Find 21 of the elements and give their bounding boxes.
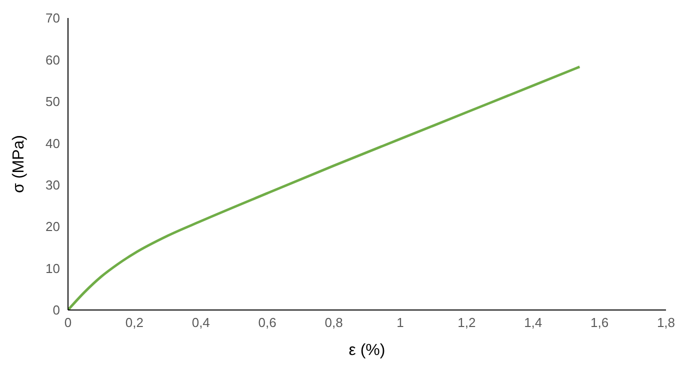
y-axis-title: σ (MPa) (10, 135, 28, 193)
y-tick-label: 60 (46, 52, 60, 68)
y-tick-label: 70 (46, 10, 60, 26)
y-tick-label: 20 (46, 219, 60, 234)
y-tick-label: 0 (52, 302, 60, 318)
x-tick-label: 1,4 (524, 315, 542, 330)
x-tick-label: 1,2 (458, 315, 476, 330)
x-tick-label: 0,2 (125, 315, 144, 330)
x-tick-label: 1 (396, 315, 404, 330)
y-tick-label: 40 (46, 136, 60, 151)
x-tick-label: 0 (64, 315, 72, 330)
line-series (68, 66, 581, 310)
x-axis-title: ε (%) (348, 342, 386, 359)
y-tick-label: 30 (46, 177, 60, 192)
x-tick-label: 1,6 (590, 315, 609, 330)
x-tick-label: 0,8 (324, 315, 343, 330)
y-tick-label: 10 (46, 260, 60, 276)
x-tick-label: 0,4 (192, 315, 210, 330)
y-tick-label: 50 (46, 94, 60, 110)
x-tick-label: 1,8 (656, 315, 676, 330)
x-tick-label: 0,6 (258, 315, 276, 330)
